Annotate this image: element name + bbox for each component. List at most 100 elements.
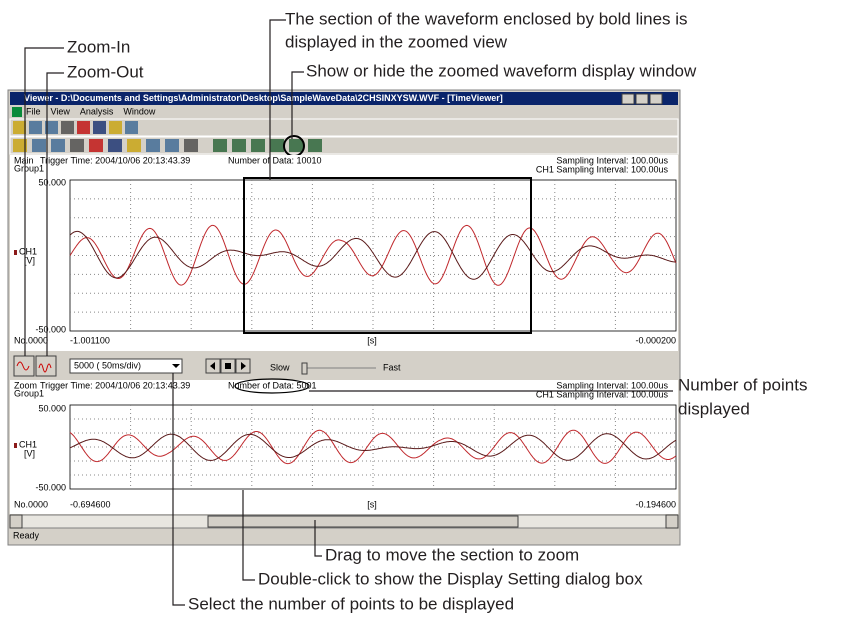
x-start-label: -1.001100 — [70, 335, 110, 345]
toolbar-button[interactable] — [32, 139, 46, 152]
status-bar — [10, 529, 678, 543]
zoom-in-button[interactable] — [13, 355, 35, 377]
y-top-label: 50.000 — [38, 177, 66, 187]
window-buttons — [621, 93, 663, 105]
callout-line — [291, 71, 304, 139]
zoom-out-button[interactable] — [35, 355, 57, 377]
sampling-interval: Sampling Interval: 100.00us — [556, 380, 668, 390]
back-icon — [210, 362, 215, 370]
unit-label: [V] — [24, 448, 35, 458]
fast-label: Fast — [383, 362, 401, 372]
waveform — [69, 429, 677, 465]
window-title: Viewer - D:\Documents and Settings\Admin… — [24, 93, 503, 103]
x-unit-label: [s] — [367, 499, 377, 509]
channel-label: CH1 — [19, 246, 37, 256]
annotation: displayed — [678, 399, 750, 418]
zoom-section[interactable] — [243, 177, 532, 334]
zoom-out-icon — [38, 363, 52, 373]
menu-bar — [10, 106, 678, 118]
trigger-time: Trigger Time: 2004/10/06 20:13:43.39 — [40, 380, 190, 390]
toolbar-button[interactable] — [89, 139, 103, 152]
callout-line — [46, 72, 64, 356]
highlight-ellipse — [234, 378, 310, 394]
annotation: Double-click to show the Display Setting… — [258, 569, 643, 588]
slider-thumb[interactable] — [301, 362, 308, 375]
toolbar-button[interactable] — [93, 121, 106, 134]
toolbar-button[interactable] — [29, 121, 42, 134]
points-value: 5000 ( 50ms/div) — [74, 360, 141, 370]
toolbar-button[interactable] — [127, 139, 141, 152]
points-dropdown[interactable] — [69, 358, 183, 374]
toolbar-button[interactable] — [51, 139, 65, 152]
y-bottom-label: -50.000 — [35, 324, 66, 334]
callout-line — [242, 490, 255, 581]
maximize-button[interactable] — [635, 93, 649, 105]
title-bar — [10, 92, 678, 105]
unit-label: [V] — [24, 255, 35, 265]
number-label: No.0000 — [14, 335, 48, 345]
channel-marker — [14, 443, 17, 448]
toolbar-button[interactable] — [251, 139, 265, 152]
group-label: Group1 — [14, 163, 44, 173]
annotation: Number of points — [678, 375, 807, 394]
toolbar-button[interactable] — [109, 121, 122, 134]
annotation: Show or hide the zoomed waveform display… — [306, 61, 697, 80]
callout-line — [24, 47, 64, 356]
scroll-left[interactable] — [9, 514, 23, 529]
toolbar-button[interactable] — [165, 139, 179, 152]
waveform — [69, 433, 677, 461]
toolbar-button[interactable] — [13, 139, 27, 152]
app-icon — [12, 107, 22, 117]
toolbar-button[interactable] — [308, 139, 322, 152]
status-text: Ready — [13, 530, 40, 540]
x-unit-label: [s] — [367, 335, 377, 345]
ch-sampling-interval: CH1 Sampling Interval: 100.00us — [536, 164, 669, 174]
stop-icon — [225, 363, 231, 369]
annotation: The section of the waveform enclosed by … — [285, 9, 688, 28]
zoom-plot — [69, 404, 677, 490]
toolbar-button[interactable] — [108, 139, 122, 152]
annotation: Select the number of points to be displa… — [188, 594, 514, 613]
annotations: The section of the waveform enclosed by … — [24, 9, 807, 613]
panel-label: Zoom — [14, 380, 37, 390]
dropdown-arrow — [172, 364, 180, 368]
channel-marker — [14, 250, 17, 255]
toolbar-button[interactable] — [61, 121, 74, 134]
callout-line — [314, 520, 322, 557]
number-of-data: Number of Data: 10010 — [228, 155, 322, 165]
number-of-data: Number of Data: 5001 — [228, 380, 317, 390]
trigger-time: Trigger Time: 2004/10/06 20:13:43.39 — [40, 155, 190, 165]
annotation: Zoom-In — [67, 37, 130, 56]
scroll-thumb[interactable] — [207, 515, 519, 528]
toolbar-button[interactable] — [146, 139, 160, 152]
scroll-right[interactable] — [665, 514, 679, 529]
close-button[interactable] — [649, 93, 663, 105]
toolbar-button[interactable] — [45, 121, 58, 134]
toolbar-button[interactable] — [289, 139, 303, 152]
menu-item[interactable]: View — [51, 106, 71, 116]
menu-item[interactable]: Window — [123, 106, 156, 116]
y-bottom-label: -50.000 — [35, 482, 66, 492]
toolbar-button[interactable] — [270, 139, 284, 152]
minimize-button[interactable] — [621, 93, 635, 105]
main-plot — [69, 177, 677, 334]
toolbar-button[interactable] — [213, 139, 227, 152]
panel-label: Main — [14, 155, 34, 165]
menu-item[interactable]: Analysis — [80, 106, 114, 116]
x-end-label: -0.000200 — [635, 335, 676, 345]
number-label: No.0000 — [14, 499, 48, 509]
forward-icon — [241, 362, 246, 370]
toolbar-button[interactable] — [232, 139, 246, 152]
toolbar-button[interactable] — [184, 139, 198, 152]
ch-sampling-interval: CH1 Sampling Interval: 100.00us — [536, 389, 669, 399]
x-end-label: -0.194600 — [635, 499, 676, 509]
group-label: Group1 — [14, 388, 44, 398]
annotation: displayed in the zoomed view — [285, 32, 508, 51]
toolbar-button[interactable] — [125, 121, 138, 134]
toolbar-button[interactable] — [77, 121, 90, 134]
toolbar-button[interactable] — [13, 121, 26, 134]
menu-item[interactable]: File — [26, 106, 41, 116]
toolbar-button[interactable] — [70, 139, 84, 152]
annotation: Zoom-Out — [67, 62, 144, 81]
